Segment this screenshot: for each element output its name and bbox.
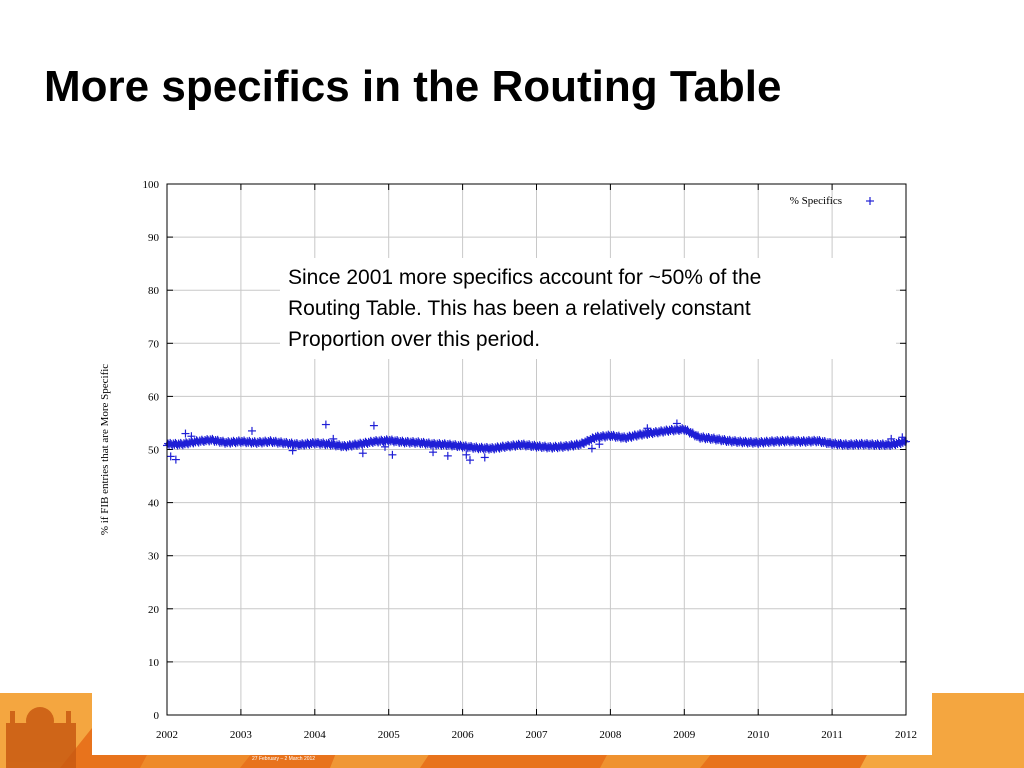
palace-silhouette-icon xyxy=(6,707,76,768)
x-tick-label: 2010 xyxy=(747,729,770,741)
outlier-point xyxy=(898,433,907,442)
y-tick-label: 40 xyxy=(148,498,160,510)
x-tick-label: 2003 xyxy=(230,729,253,741)
x-tick-label: 2004 xyxy=(304,729,327,741)
scatter-chart: 2002 2003 2004 2005 2006 2007 2008 2009 2010 2011… xyxy=(99,179,917,741)
y-tick-label: 50 xyxy=(148,445,160,457)
x-tick-label: 2009 xyxy=(673,729,696,741)
x-tick-label: 2007 xyxy=(526,729,549,741)
outlier-point xyxy=(388,450,397,459)
y-tick-label: 80 xyxy=(148,285,160,297)
slide-title: More specifics in the Routing Table xyxy=(44,62,782,111)
legend: % Specifics xyxy=(790,195,874,207)
y-tick-label: 100 xyxy=(143,179,160,191)
y-tick-label: 0 xyxy=(154,710,160,722)
outlier-point xyxy=(587,444,596,453)
outlier-point xyxy=(329,434,338,443)
outlier-point xyxy=(171,455,180,464)
annotation-text: Since 2001 more specifics account for ~5… xyxy=(280,258,896,359)
outlier-point xyxy=(288,446,297,455)
legend-label: % Specifics xyxy=(790,195,842,207)
outlier-point xyxy=(887,434,896,443)
y-axis: 0 10 20 30 40 50 60 70 80 90 100 xyxy=(143,179,906,722)
outlier-point xyxy=(321,420,330,429)
chart-container: 2002 2003 2004 2005 2006 2007 2008 2009 2010 2011… xyxy=(92,167,932,755)
y-axis-label: % if FIB entries that are More Specific xyxy=(99,364,111,535)
outlier-point xyxy=(643,424,652,433)
y-tick-label: 90 xyxy=(148,232,160,244)
x-tick-label: 2002 xyxy=(156,729,178,741)
x-tick-label: 2011 xyxy=(821,729,843,741)
x-tick-label: 2012 xyxy=(895,729,917,741)
plot-frame xyxy=(166,183,907,716)
y-tick-label: 10 xyxy=(148,657,160,669)
footer-date: 27 February – 2 March 2012 xyxy=(252,756,316,762)
outlier-point xyxy=(462,450,471,459)
y-tick-label: 60 xyxy=(148,391,160,403)
outlier-point xyxy=(181,429,190,438)
outlier-point xyxy=(369,421,378,430)
outlier-point xyxy=(465,456,474,465)
outlier-point xyxy=(187,432,196,441)
legend-marker xyxy=(866,197,874,205)
outlier-point xyxy=(247,426,256,435)
outlier-point xyxy=(358,449,367,458)
x-tick-label: 2005 xyxy=(378,729,401,741)
x-tick-label: 2006 xyxy=(452,729,475,741)
outlier-point xyxy=(480,453,489,462)
series-points xyxy=(163,419,910,465)
y-tick-label: 70 xyxy=(148,338,160,350)
legend-plus-icon xyxy=(866,197,874,205)
outlier-point xyxy=(595,440,604,449)
x-tick-label: 2008 xyxy=(599,729,622,741)
y-tick-label: 30 xyxy=(148,551,160,563)
outlier-point xyxy=(429,448,438,457)
outlier-point xyxy=(166,452,175,461)
outlier-point xyxy=(381,442,390,451)
outlier-point xyxy=(672,419,681,428)
outlier-point xyxy=(443,451,452,460)
y-tick-label: 20 xyxy=(148,604,160,616)
